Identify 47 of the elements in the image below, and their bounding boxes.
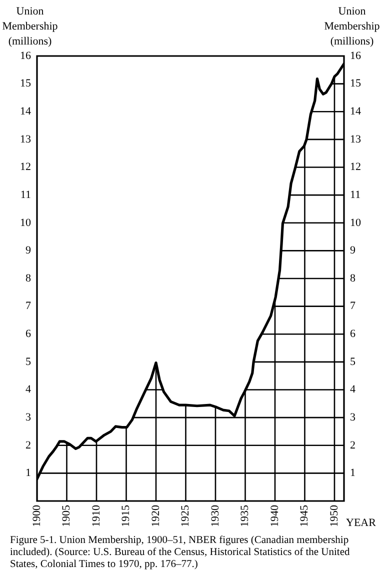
y2-tick-label: 7 <box>350 300 356 312</box>
x-tick-label: 1930 <box>209 504 222 527</box>
y2-tick-label: 11 <box>350 188 361 201</box>
y-tick-label: 9 <box>26 244 32 257</box>
y2-tick-label: 4 <box>350 384 356 396</box>
x-tick-label: 1950 <box>328 504 340 527</box>
y2-tick-label: 3 <box>350 411 356 424</box>
y-tick-label: 3 <box>26 411 32 424</box>
x-tick-label: 1900 <box>30 504 43 527</box>
x-tick-label: 1935 <box>239 504 252 527</box>
y2-tick-label: 13 <box>350 133 362 146</box>
y2-tick-label: 8 <box>350 272 356 284</box>
x-tick-label: 1915 <box>120 504 132 527</box>
y-tick-label: 7 <box>26 300 32 312</box>
x-tick-label: 1940 <box>268 504 281 527</box>
y-tick-label: 6 <box>26 328 32 340</box>
y2-tick-label: 9 <box>350 244 356 257</box>
y2-tick-label: 12 <box>350 161 361 174</box>
y-tick-label: 2 <box>26 439 31 452</box>
y2-tick-label: 2 <box>350 439 356 452</box>
y-tick-label: 12 <box>20 161 31 174</box>
y-tick-label: 10 <box>20 216 32 229</box>
y-axis-title: Union Membership (millions) <box>2 5 58 48</box>
y-tick-label: 14 <box>20 106 32 118</box>
y-tick-label: 8 <box>26 272 32 284</box>
x-tick-label: 1905 <box>60 504 73 527</box>
y-tick-label: 4 <box>26 384 32 396</box>
x-tick-label: 1920 <box>150 504 162 527</box>
x-tick-label: 1910 <box>90 504 102 527</box>
y2-tick-label: 16 <box>350 50 362 62</box>
y-tick-label: 16 <box>20 50 32 62</box>
y2-tick-label: 15 <box>350 78 362 90</box>
y-tick-label: 13 <box>20 133 32 146</box>
y-tick-label: 5 <box>26 356 32 368</box>
y2-tick-label: 1 <box>350 467 356 480</box>
y-tick-label: 15 <box>20 78 32 90</box>
x-tick-label: 1925 <box>180 504 192 527</box>
x-axis-title: YEAR <box>346 516 377 529</box>
y2-tick-label: 10 <box>350 216 362 229</box>
y-tick-label: 1 <box>26 467 31 480</box>
y2-axis-title: Union Membership (millions) <box>324 5 380 48</box>
caption: Figure 5-1. Union Membership, 1900–51, NBER figures (Canadian membership included). (Source: U.S. Bureau of the Census, Historical Statistics of the United States, Colonial Times to 1970, pp. 176–77.) <box>10 535 351 571</box>
y2-tick-label: 14 <box>350 106 362 118</box>
y2-tick-label: 5 <box>350 356 356 368</box>
x-tick-label: 1945 <box>298 504 311 527</box>
y2-tick-label: 6 <box>350 328 356 340</box>
y-tick-label: 11 <box>20 188 31 201</box>
